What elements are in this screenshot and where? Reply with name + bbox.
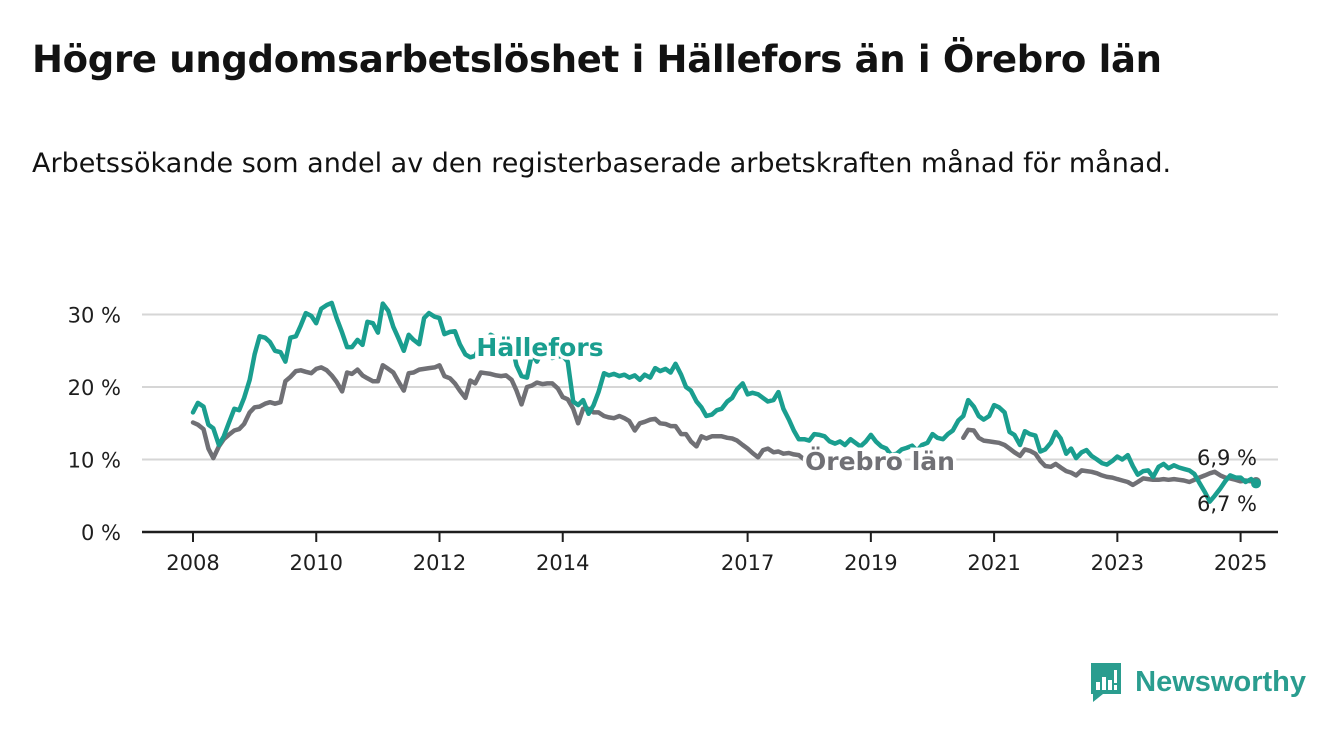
series-labels: Hällefors Örebro län 6,9 % 6,7 % [473, 330, 1257, 517]
x-tick-label: 2012 [413, 551, 466, 575]
x-tick-label: 2019 [844, 551, 897, 575]
line-series-orebro-lan [190, 363, 807, 462]
series-label-orebro-lan: Örebro län [805, 446, 955, 476]
end-point-hallefors [1251, 478, 1261, 489]
series-label-hallefors: Hällefors [476, 333, 603, 362]
x-tick-label: 2014 [536, 551, 589, 575]
axes: 0 % 10 % 20 % 30 % 2008 2010 2012 2014 2017 2019 2… [68, 304, 1278, 575]
bar-chart-icon [1091, 663, 1122, 702]
end-value-hallefors: 6,7 % [1197, 492, 1257, 516]
y-tick-label: 0 % [81, 521, 121, 545]
grid [142, 313, 1278, 461]
chart-subtitle: Arbetssökande som andel av den registerb… [32, 148, 1172, 179]
x-tick-label: 2010 [290, 551, 343, 575]
line-series-hallefors [190, 300, 1259, 504]
x-tick-label: 2017 [721, 551, 774, 575]
brand-name: Newsworthy [1135, 665, 1306, 698]
series-lines [190, 300, 1261, 504]
x-tick-label: 2023 [1091, 551, 1144, 575]
y-tick-label: 30 % [68, 304, 121, 328]
y-tick-label: 20 % [68, 376, 121, 400]
chart-title: Högre ungdomsarbetslöshet i Hällefors än… [32, 38, 1162, 81]
x-tick-label: 2008 [166, 551, 219, 575]
y-tick-label: 10 % [68, 449, 121, 473]
x-tick-label: 2025 [1214, 551, 1267, 575]
newsworthy-brand: Newsworthy [1089, 660, 1306, 704]
end-value-orebro-lan: 6,9 % [1197, 446, 1257, 470]
line-series-orebro-lan [961, 427, 1259, 488]
x-tick-label: 2021 [967, 551, 1020, 575]
